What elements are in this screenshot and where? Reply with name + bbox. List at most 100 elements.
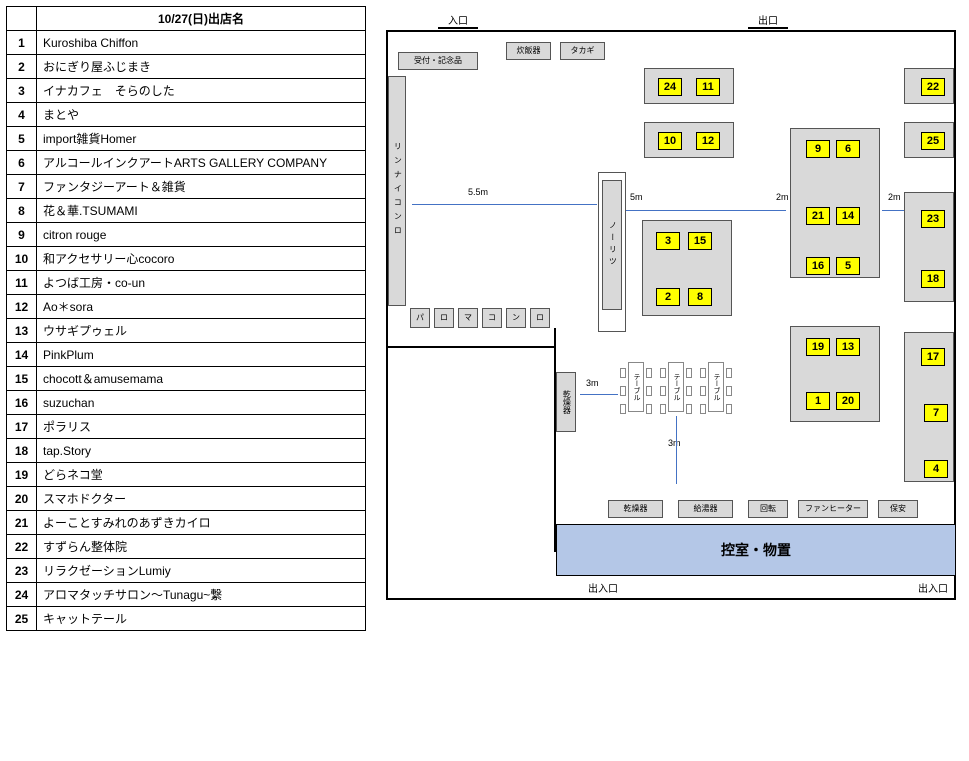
row-name: キャットテール (37, 607, 366, 631)
backroom: 控室・物置 (556, 524, 956, 576)
table-row: 22すずらん整体院 (7, 535, 366, 559)
row-number: 16 (7, 391, 37, 415)
ma-box: マ (458, 308, 478, 328)
header-name: 10/27(日)出店名 (37, 7, 366, 31)
booth-marker: 21 (806, 207, 830, 225)
row-number: 15 (7, 367, 37, 391)
row-number: 12 (7, 295, 37, 319)
booth-marker: 22 (921, 78, 945, 96)
row-name: citron rouge (37, 223, 366, 247)
table-row: 10和アクセサリー心cocoro (7, 247, 366, 271)
row-number: 22 (7, 535, 37, 559)
exitio-r: 出入口 (918, 580, 948, 595)
row-number: 19 (7, 463, 37, 487)
row-name: スマホドクター (37, 487, 366, 511)
takagi-box: タカギ (560, 42, 605, 60)
table-row: 16suzuchan (7, 391, 366, 415)
row-name: Ao＊sora (37, 295, 366, 319)
booth-marker: 25 (921, 132, 945, 150)
booth-marker: 1 (806, 392, 830, 410)
row-name: Kuroshiba Chiffon (37, 31, 366, 55)
booth-marker: 23 (921, 210, 945, 228)
row-name: イナカフェ そらのした (37, 79, 366, 103)
table-row: 18tap.Story (7, 439, 366, 463)
booth-marker: 9 (806, 140, 830, 158)
booth-marker: 24 (658, 78, 682, 96)
row-name: tap.Story (37, 439, 366, 463)
booth-marker: 14 (836, 207, 860, 225)
booth-marker: 18 (921, 270, 945, 288)
d3a: 3m (586, 378, 599, 388)
booth-marker: 13 (836, 338, 860, 356)
ro-box: ロ (434, 308, 454, 328)
table-icon: テーブル (708, 362, 724, 412)
row-number: 5 (7, 127, 37, 151)
table-row: 24アロマタッチサロン～Tunagu~繋 (7, 583, 366, 607)
n-box: ン (506, 308, 526, 328)
fanheater-box: ファンヒーター (798, 500, 868, 518)
booth-marker: 11 (696, 78, 720, 96)
exit-label: 出口 (748, 12, 788, 29)
row-number: 8 (7, 199, 37, 223)
table-row: 25キャットテール (7, 607, 366, 631)
row-name: どらネコ堂 (37, 463, 366, 487)
row-number: 4 (7, 103, 37, 127)
table-row: 6アルコールインクアートARTS GALLERY COMPANY (7, 151, 366, 175)
booth-marker: 15 (688, 232, 712, 250)
row-number: 1 (7, 31, 37, 55)
d3b: 3m (668, 438, 681, 448)
row-name: 花＆華.TSUMAMI (37, 199, 366, 223)
row-number: 11 (7, 271, 37, 295)
row-number: 21 (7, 511, 37, 535)
table-row: 9citron rouge (7, 223, 366, 247)
reception-box: 受付・記念品 (398, 52, 478, 70)
dryer-box: 乾燥器 (556, 372, 576, 432)
row-number: 20 (7, 487, 37, 511)
booth-marker: 7 (924, 404, 948, 422)
row-number: 10 (7, 247, 37, 271)
row-name: ポラリス (37, 415, 366, 439)
booth-marker: 19 (806, 338, 830, 356)
row-number: 24 (7, 583, 37, 607)
booth-marker: 3 (656, 232, 680, 250)
row-name: アロマタッチサロン～Tunagu~繋 (37, 583, 366, 607)
table-row: 12Ao＊sora (7, 295, 366, 319)
dryer2-box: 乾燥器 (608, 500, 663, 518)
booth-marker: 16 (806, 257, 830, 275)
table-row: 15chocott＆amusemama (7, 367, 366, 391)
row-number: 3 (7, 79, 37, 103)
rotate-box: 回転 (748, 500, 788, 518)
row-name: suzuchan (37, 391, 366, 415)
booth-marker: 17 (921, 348, 945, 366)
booth-marker: 5 (836, 257, 860, 275)
row-number: 25 (7, 607, 37, 631)
table-row: 13ウサギプゥェル (7, 319, 366, 343)
safety-box: 保安 (878, 500, 918, 518)
d55: 5.5m (468, 187, 488, 197)
d5: 5m (630, 192, 643, 202)
booth-marker: 20 (836, 392, 860, 410)
exitio-l: 出入口 (588, 580, 618, 595)
row-number: 7 (7, 175, 37, 199)
table-row: 11よつば工房・co-un (7, 271, 366, 295)
booth-marker: 2 (656, 288, 680, 306)
row-name: まとや (37, 103, 366, 127)
row-name: アルコールインクアートARTS GALLERY COMPANY (37, 151, 366, 175)
row-number: 23 (7, 559, 37, 583)
ro2-box: ロ (530, 308, 550, 328)
table-row: 2おにぎり屋ふじまき (7, 55, 366, 79)
table-row: 4まとや (7, 103, 366, 127)
row-name: 和アクセサリー心cocoro (37, 247, 366, 271)
header-num (7, 7, 37, 31)
row-name: chocott＆amusemama (37, 367, 366, 391)
table-row: 5import雑貨Homer (7, 127, 366, 151)
ko-box: コ (482, 308, 502, 328)
entrance-label: 入口 (438, 12, 478, 29)
row-number: 17 (7, 415, 37, 439)
table-row: 3イナカフェ そらのした (7, 79, 366, 103)
d2b: 2m (888, 192, 901, 202)
table-icon: テーブル (628, 362, 644, 412)
row-number: 18 (7, 439, 37, 463)
d2a: 2m (776, 192, 789, 202)
table-row: 14PinkPlum (7, 343, 366, 367)
